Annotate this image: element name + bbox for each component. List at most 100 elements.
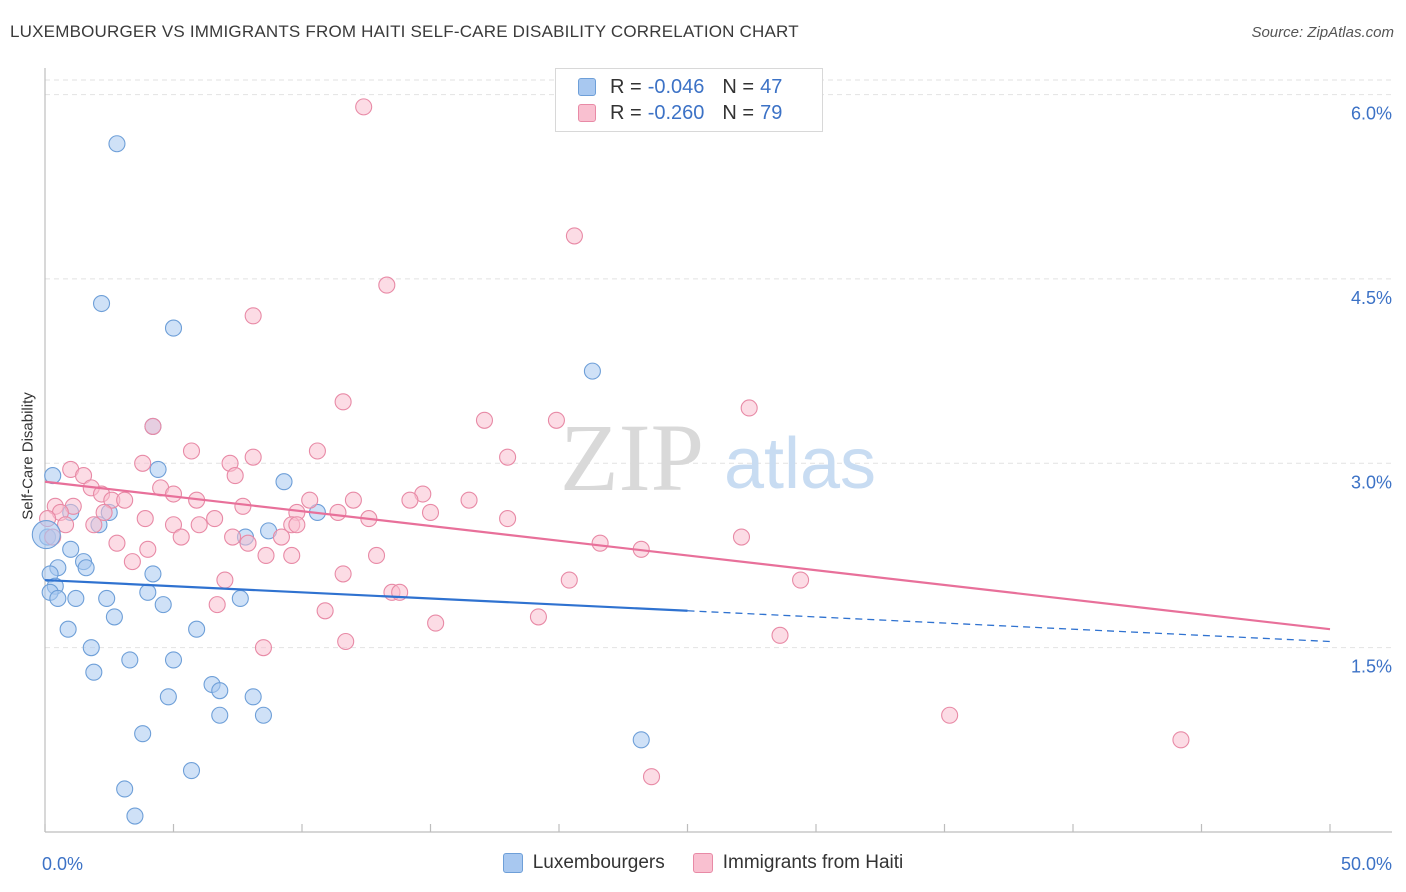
stats-n-label: N = xyxy=(722,75,755,98)
point-haiti xyxy=(308,442,326,460)
point-haiti xyxy=(591,534,609,552)
point-luxembourger xyxy=(583,362,601,380)
point-haiti xyxy=(421,503,440,522)
point-luxembourger xyxy=(121,651,139,669)
point-luxembourger xyxy=(188,620,206,638)
point-luxembourger xyxy=(85,663,103,681)
point-haiti xyxy=(144,417,162,435)
stats-r-label: R = xyxy=(610,101,642,124)
point-haiti xyxy=(164,516,183,534)
point-luxembourger xyxy=(105,608,123,626)
stats-r-value: -0.046 xyxy=(647,75,705,98)
point-haiti xyxy=(499,510,517,528)
point-haiti xyxy=(367,546,386,565)
point-haiti xyxy=(95,503,113,522)
point-haiti xyxy=(329,503,347,522)
point-haiti xyxy=(206,510,224,528)
point-haiti xyxy=(224,528,242,546)
point-haiti xyxy=(244,307,262,325)
stats-r-label: R = xyxy=(610,75,642,98)
point-haiti xyxy=(355,98,373,116)
axes xyxy=(44,68,1392,833)
point-haiti xyxy=(378,276,396,294)
point-haiti xyxy=(208,596,226,614)
point-haiti xyxy=(316,602,334,620)
point-haiti xyxy=(123,553,141,571)
stats-box: R = -0.046 N = 47 R = -0.260 N = 79 xyxy=(555,68,823,132)
point-luxembourger xyxy=(98,589,116,608)
point-haiti xyxy=(1172,731,1190,749)
point-luxembourger xyxy=(164,319,183,337)
watermark: ZIP atlas xyxy=(560,404,876,511)
point-luxembourger xyxy=(59,620,77,638)
legend-swatch-haiti xyxy=(692,853,713,873)
point-haiti xyxy=(216,571,234,589)
point-haiti xyxy=(475,411,494,429)
x-tick-label: 50.0% xyxy=(1341,854,1392,874)
y-tick-label: 6.0% xyxy=(1351,104,1392,124)
point-haiti xyxy=(57,516,75,534)
trend-lines xyxy=(44,480,1331,643)
point-haiti xyxy=(344,491,362,509)
legend-swatch-luxembourgers xyxy=(502,853,523,873)
watermark-zip: ZIP xyxy=(560,404,704,511)
y-tick-label: 1.5% xyxy=(1351,657,1392,677)
point-luxembourger xyxy=(49,589,67,608)
stats-n-value: 47 xyxy=(760,75,783,98)
point-luxembourger xyxy=(92,294,111,313)
stats-n-value: 79 xyxy=(760,101,783,124)
legend: Luxembourgers Immigrants from Haiti xyxy=(0,852,1406,874)
y-tick-label: 4.5% xyxy=(1351,288,1392,308)
point-luxembourger xyxy=(77,559,95,577)
point-haiti xyxy=(460,491,478,509)
y-tick-label: 3.0% xyxy=(1351,472,1392,492)
legend-label-haiti: Immigrants from Haiti xyxy=(722,852,904,873)
stats-r-value: -0.260 xyxy=(647,101,705,124)
point-luxembourger xyxy=(67,589,85,608)
point-haiti xyxy=(182,442,201,460)
point-haiti xyxy=(334,393,352,411)
point-luxembourger xyxy=(231,589,249,608)
stats-n-label: N = xyxy=(722,101,755,124)
data-points xyxy=(31,98,1190,825)
point-luxembourger xyxy=(149,460,167,478)
legend-label-luxembourgers: Luxembourgers xyxy=(532,852,665,873)
stats-swatch-luxembourgers xyxy=(578,78,596,96)
point-luxembourger xyxy=(154,596,172,614)
point-haiti xyxy=(254,639,273,657)
watermark-atlas: atlas xyxy=(724,424,876,504)
legend-item-luxembourgers[interactable]: Luxembourgers xyxy=(502,852,665,874)
point-luxembourger xyxy=(164,651,183,669)
point-haiti xyxy=(427,614,445,632)
point-haiti xyxy=(172,528,190,546)
point-haiti xyxy=(301,491,319,509)
point-haiti xyxy=(116,491,134,509)
point-haiti xyxy=(941,706,959,724)
point-haiti xyxy=(272,528,290,546)
point-haiti xyxy=(732,528,751,546)
chart-title: LUXEMBOURGER VS IMMIGRANTS FROM HAITI SE… xyxy=(10,22,799,41)
point-haiti xyxy=(244,448,262,466)
point-haiti xyxy=(337,632,355,651)
point-luxembourger xyxy=(244,688,262,706)
point-haiti xyxy=(190,516,208,534)
stats-row-luxembourgers: R = -0.046 N = 47 xyxy=(578,75,782,99)
point-haiti xyxy=(740,399,758,417)
point-haiti xyxy=(136,510,154,528)
stats-row-haiti: R = -0.260 N = 79 xyxy=(578,101,782,125)
point-haiti xyxy=(134,454,152,472)
point-luxembourger xyxy=(211,706,229,724)
point-luxembourger xyxy=(108,135,126,153)
point-haiti xyxy=(771,626,789,644)
point-luxembourger xyxy=(254,706,273,724)
stats-swatch-haiti xyxy=(578,104,596,122)
point-haiti xyxy=(642,768,661,786)
point-luxembourger xyxy=(139,583,157,601)
point-haiti xyxy=(226,467,244,485)
source-label: Source: ZipAtlas.com xyxy=(1251,24,1394,41)
point-haiti xyxy=(792,571,810,589)
point-haiti xyxy=(257,546,275,565)
trend-line-haiti xyxy=(44,480,1331,631)
legend-item-haiti[interactable]: Immigrants from Haiti xyxy=(692,852,904,874)
